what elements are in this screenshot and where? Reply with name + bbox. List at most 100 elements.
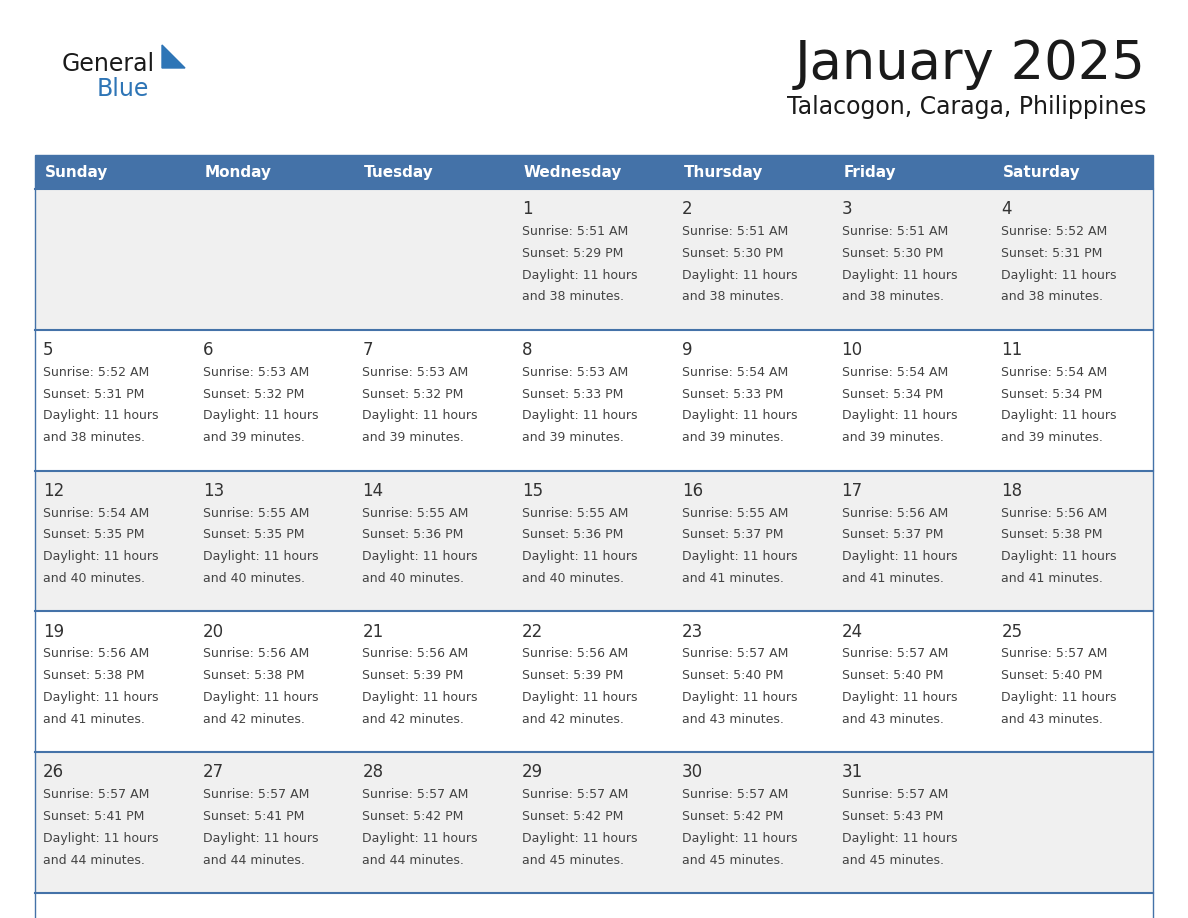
Text: and 38 minutes.: and 38 minutes. [523,290,624,303]
Text: Sunrise: 5:51 AM: Sunrise: 5:51 AM [523,225,628,238]
Bar [674,471,834,611]
Text: and 41 minutes.: and 41 minutes. [1001,572,1104,585]
Text: and 44 minutes.: and 44 minutes. [43,854,145,867]
Text: Sunrise: 5:56 AM: Sunrise: 5:56 AM [43,647,150,660]
Text: Sunset: 5:32 PM: Sunset: 5:32 PM [362,387,463,400]
Text: Sunrise: 5:53 AM: Sunrise: 5:53 AM [362,365,468,379]
Bar [34,752,195,893]
Text: Daylight: 11 hours: Daylight: 11 hours [362,691,478,704]
Text: Sunset: 5:37 PM: Sunset: 5:37 PM [841,529,943,542]
Text: Sunrise: 5:57 AM: Sunrise: 5:57 AM [682,789,788,801]
Text: Daylight: 11 hours: Daylight: 11 hours [523,269,638,282]
Text: 11: 11 [1001,341,1023,359]
Text: 1: 1 [523,200,532,218]
Bar [993,330,1154,471]
Text: Sunset: 5:33 PM: Sunset: 5:33 PM [523,387,624,400]
Text: Daylight: 11 hours: Daylight: 11 hours [203,691,318,704]
Text: and 45 minutes.: and 45 minutes. [523,854,624,867]
Text: Daylight: 11 hours: Daylight: 11 hours [43,832,158,845]
Text: and 42 minutes.: and 42 minutes. [362,712,465,726]
Text: Sunrise: 5:57 AM: Sunrise: 5:57 AM [362,789,469,801]
Text: 27: 27 [203,764,223,781]
Text: Sunset: 5:40 PM: Sunset: 5:40 PM [682,669,783,682]
Text: Wednesday: Wednesday [524,164,623,180]
Text: Sunrise: 5:55 AM: Sunrise: 5:55 AM [682,507,788,520]
Text: Sunrise: 5:56 AM: Sunrise: 5:56 AM [362,647,468,660]
Text: Daylight: 11 hours: Daylight: 11 hours [682,832,797,845]
Text: Sunset: 5:41 PM: Sunset: 5:41 PM [203,810,304,823]
Bar [834,752,993,893]
Bar [354,471,514,611]
Text: Sunset: 5:39 PM: Sunset: 5:39 PM [523,669,624,682]
Text: Daylight: 11 hours: Daylight: 11 hours [841,832,958,845]
Text: Sunset: 5:30 PM: Sunset: 5:30 PM [682,247,783,260]
Text: Daylight: 11 hours: Daylight: 11 hours [682,691,797,704]
Text: Daylight: 11 hours: Daylight: 11 hours [841,691,958,704]
Text: Blue: Blue [97,77,150,101]
Text: and 39 minutes.: and 39 minutes. [682,431,784,444]
Text: 24: 24 [841,622,862,641]
Text: Sunrise: 5:52 AM: Sunrise: 5:52 AM [43,365,150,379]
Bar [834,471,993,611]
Text: Daylight: 11 hours: Daylight: 11 hours [1001,409,1117,422]
Text: 16: 16 [682,482,703,500]
Text: Sunset: 5:36 PM: Sunset: 5:36 PM [362,529,463,542]
Text: Sunrise: 5:55 AM: Sunrise: 5:55 AM [523,507,628,520]
Text: Daylight: 11 hours: Daylight: 11 hours [682,409,797,422]
Text: Daylight: 11 hours: Daylight: 11 hours [682,269,797,282]
Text: Daylight: 11 hours: Daylight: 11 hours [362,832,478,845]
Text: Sunrise: 5:57 AM: Sunrise: 5:57 AM [841,647,948,660]
Text: Sunrise: 5:53 AM: Sunrise: 5:53 AM [203,365,309,379]
Text: Sunrise: 5:56 AM: Sunrise: 5:56 AM [841,507,948,520]
Bar [514,752,674,893]
Text: and 38 minutes.: and 38 minutes. [841,290,943,303]
Bar [195,189,354,330]
Text: and 43 minutes.: and 43 minutes. [1001,712,1104,726]
Text: 18: 18 [1001,482,1023,500]
Text: Talacogon, Caraga, Philippines: Talacogon, Caraga, Philippines [786,95,1146,119]
Bar [514,330,674,471]
Text: Sunrise: 5:56 AM: Sunrise: 5:56 AM [523,647,628,660]
Text: Sunset: 5:40 PM: Sunset: 5:40 PM [841,669,943,682]
Bar [34,471,195,611]
Text: 7: 7 [362,341,373,359]
Text: Friday: Friday [843,164,896,180]
Text: Sunrise: 5:54 AM: Sunrise: 5:54 AM [43,507,150,520]
Text: Sunrise: 5:57 AM: Sunrise: 5:57 AM [203,789,309,801]
Text: and 40 minutes.: and 40 minutes. [362,572,465,585]
Text: 8: 8 [523,341,532,359]
Text: 30: 30 [682,764,703,781]
Text: January 2025: January 2025 [795,38,1146,90]
Bar [354,330,514,471]
Text: Daylight: 11 hours: Daylight: 11 hours [1001,691,1117,704]
Text: and 38 minutes.: and 38 minutes. [43,431,145,444]
Text: 29: 29 [523,764,543,781]
Text: and 40 minutes.: and 40 minutes. [523,572,624,585]
Text: 10: 10 [841,341,862,359]
Text: and 43 minutes.: and 43 minutes. [841,712,943,726]
Text: Sunset: 5:40 PM: Sunset: 5:40 PM [1001,669,1102,682]
Text: Daylight: 11 hours: Daylight: 11 hours [523,691,638,704]
Text: Tuesday: Tuesday [364,164,434,180]
Text: Sunset: 5:36 PM: Sunset: 5:36 PM [523,529,624,542]
Text: Sunset: 5:29 PM: Sunset: 5:29 PM [523,247,624,260]
Text: 3: 3 [841,200,852,218]
Text: Sunset: 5:42 PM: Sunset: 5:42 PM [682,810,783,823]
Bar [354,611,514,752]
Text: Daylight: 11 hours: Daylight: 11 hours [523,409,638,422]
Text: Daylight: 11 hours: Daylight: 11 hours [841,550,958,563]
Text: Daylight: 11 hours: Daylight: 11 hours [203,409,318,422]
Text: 9: 9 [682,341,693,359]
Text: and 41 minutes.: and 41 minutes. [841,572,943,585]
Text: 4: 4 [1001,200,1012,218]
Text: and 39 minutes.: and 39 minutes. [203,431,304,444]
Text: Daylight: 11 hours: Daylight: 11 hours [203,550,318,563]
Text: and 41 minutes.: and 41 minutes. [682,572,784,585]
Text: and 44 minutes.: and 44 minutes. [362,854,465,867]
Bar [993,189,1154,330]
Text: Sunrise: 5:57 AM: Sunrise: 5:57 AM [1001,647,1107,660]
Text: Sunset: 5:30 PM: Sunset: 5:30 PM [841,247,943,260]
Text: and 39 minutes.: and 39 minutes. [523,431,624,444]
Text: Sunday: Sunday [45,164,108,180]
Text: Sunset: 5:38 PM: Sunset: 5:38 PM [1001,529,1102,542]
